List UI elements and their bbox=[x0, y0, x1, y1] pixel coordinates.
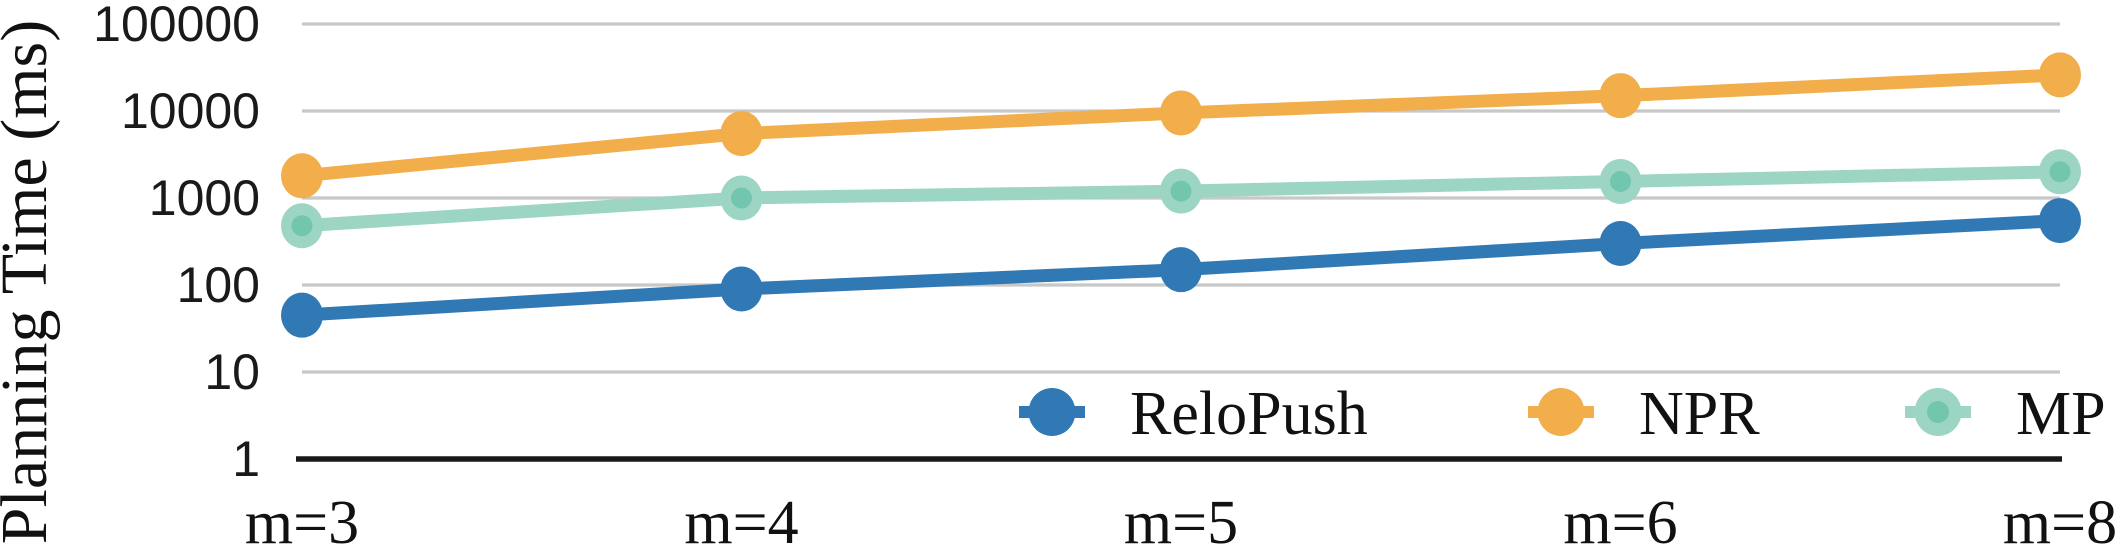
legend-label-NPR: NPR bbox=[1639, 380, 1760, 448]
data-point-NPR-m=4 bbox=[720, 111, 763, 157]
x-tick-label: m=4 bbox=[684, 489, 798, 557]
y-tick-label: 100 bbox=[177, 257, 260, 313]
y-tick-label: 10 bbox=[204, 344, 260, 400]
data-point-NPR-m=6 bbox=[1599, 73, 1642, 119]
legend-marker-NPR bbox=[1537, 388, 1585, 436]
x-tick-label: m=5 bbox=[1124, 489, 1238, 557]
data-point-inner-MP-m=6 bbox=[1610, 170, 1631, 192]
y-tick-label: 1000 bbox=[149, 170, 260, 226]
y-tick-label: 1 bbox=[232, 431, 260, 487]
legend-label-ReloPush: ReloPush bbox=[1130, 380, 1368, 448]
data-point-inner-MP-m=3 bbox=[291, 215, 313, 237]
data-point-inner-MP-m=8 bbox=[2049, 161, 2071, 183]
data-point-ReloPush-m=6 bbox=[1599, 220, 1642, 266]
data-point-ReloPush-m=8 bbox=[2039, 198, 2081, 244]
y-tick-label: 10000 bbox=[121, 83, 260, 139]
data-point-inner-MP-m=4 bbox=[731, 187, 752, 209]
x-tick-label: m=3 bbox=[245, 489, 359, 557]
legend-marker-inner-MP bbox=[1927, 401, 1949, 423]
data-point-ReloPush-m=5 bbox=[1160, 247, 1202, 293]
data-point-inner-MP-m=5 bbox=[1170, 180, 1192, 202]
x-tick-label: m=8 bbox=[2003, 489, 2117, 557]
data-point-NPR-m=3 bbox=[281, 153, 323, 199]
y-axis-title: Planning Time (ms) bbox=[0, 20, 61, 544]
y-tick-label: 100000 bbox=[93, 0, 260, 52]
data-point-ReloPush-m=3 bbox=[281, 292, 323, 338]
x-tick-label: m=6 bbox=[1563, 489, 1677, 557]
data-point-NPR-m=5 bbox=[1160, 90, 1202, 136]
data-point-NPR-m=8 bbox=[2039, 52, 2081, 98]
legend-label-MP: MP bbox=[2016, 380, 2106, 448]
legend-marker-ReloPush bbox=[1028, 388, 1076, 436]
data-point-ReloPush-m=4 bbox=[720, 266, 763, 312]
